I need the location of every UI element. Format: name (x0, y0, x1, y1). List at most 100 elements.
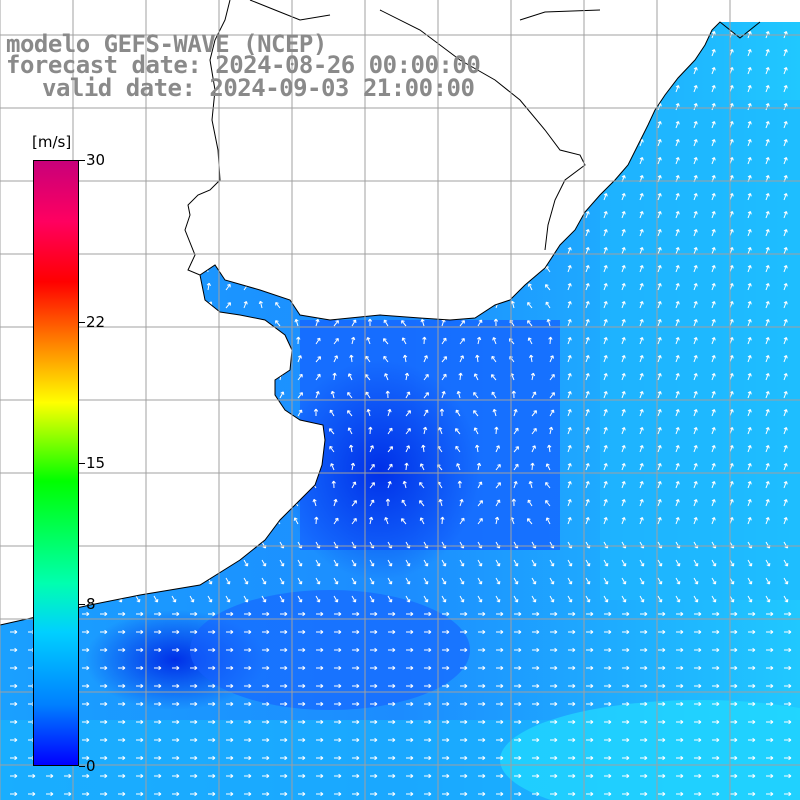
wind-vector (765, 481, 770, 489)
wind-vector (603, 229, 608, 237)
wind-vector (262, 773, 270, 779)
colorbar-tick-label: 0 (86, 757, 96, 775)
wind-vector (477, 517, 483, 525)
wind-vector (401, 320, 407, 327)
wind-vector (657, 229, 662, 237)
wind-vector (586, 755, 594, 761)
wind-vector (532, 755, 540, 761)
wind-vector (532, 773, 540, 779)
wind-vector (226, 737, 234, 743)
wind-vector (621, 391, 626, 399)
wind-vector (388, 701, 396, 707)
wind-vector (387, 446, 394, 453)
wind-vector (190, 755, 198, 761)
wind-vector (82, 791, 90, 797)
wind-vector (136, 611, 144, 617)
wind-vector (658, 791, 666, 797)
wind-vector (208, 719, 216, 725)
wind-vector (279, 559, 285, 567)
wind-vector (784, 755, 792, 761)
wind-vector (550, 791, 558, 797)
wind-vector (765, 445, 770, 453)
wind-vector (711, 577, 717, 585)
wind-vector (527, 283, 533, 291)
wind-vector (369, 445, 374, 453)
colorbar-tick-label: 22 (86, 312, 106, 331)
wind-vector (528, 480, 533, 489)
wind-vector (729, 595, 735, 603)
wind-vector (388, 737, 396, 743)
wind-vector (405, 427, 411, 435)
wind-vector (748, 629, 756, 635)
wind-vector (748, 701, 756, 707)
wind-vector (765, 463, 770, 471)
wind-vector (423, 426, 428, 435)
wind-vector (244, 755, 252, 761)
wind-vector (296, 336, 301, 345)
wind-vector (28, 773, 36, 779)
wind-vector (545, 284, 551, 291)
wind-vector (568, 773, 576, 779)
wind-vector (658, 665, 666, 671)
wind-vector (280, 737, 288, 743)
wind-vector (585, 499, 590, 507)
wind-vector (639, 409, 644, 417)
wind-vector (298, 665, 306, 671)
wind-vector (765, 499, 770, 507)
wind-vector (622, 719, 630, 725)
wind-vector (496, 665, 504, 671)
wind-vector (603, 373, 608, 381)
wind-vector (154, 647, 162, 653)
colorbar-tick-mark (79, 604, 85, 606)
wind-vector (747, 121, 752, 129)
wind-vector (603, 337, 608, 345)
wind-vector (604, 647, 612, 653)
wind-vector (459, 498, 464, 507)
wind-vector (244, 701, 252, 707)
wind-vector (694, 773, 702, 779)
wind-vector (424, 755, 432, 761)
wind-vector (586, 611, 594, 617)
wind-vector (531, 559, 537, 567)
wind-vector (401, 499, 407, 507)
wind-vector (766, 611, 774, 617)
wind-vector (496, 719, 504, 725)
wind-vector (639, 247, 644, 255)
wind-vector (585, 283, 590, 291)
wind-vector (154, 683, 162, 689)
wind-vector (297, 595, 303, 603)
wind-vector (441, 577, 447, 585)
wind-vector (549, 559, 555, 567)
wind-vector (639, 265, 644, 273)
wind-vector (639, 301, 644, 309)
wind-vector (568, 719, 576, 725)
wind-vector (473, 392, 479, 399)
wind-vector (370, 629, 378, 635)
wind-vector (640, 647, 648, 653)
colorbar-tick-mark (79, 321, 85, 323)
wind-vector (545, 517, 551, 525)
wind-vector (478, 701, 486, 707)
wind-vector (783, 577, 789, 585)
wind-vector (459, 337, 465, 345)
wind-vector (298, 737, 306, 743)
wind-vector (784, 719, 792, 725)
wind-vector (332, 372, 337, 381)
wind-vector (640, 683, 648, 689)
wind-vector (639, 157, 644, 165)
wind-vector (585, 301, 590, 309)
wind-vector (82, 647, 90, 653)
wind-vector (586, 683, 594, 689)
wind-vector (297, 373, 303, 381)
wind-vector (783, 373, 788, 381)
wind-vector (549, 577, 555, 585)
wind-vector (136, 665, 144, 671)
wind-vector (550, 773, 558, 779)
wind-vector (657, 337, 662, 345)
wind-vector (621, 301, 626, 309)
wind-vector (280, 791, 288, 797)
wind-vector (747, 229, 752, 237)
wind-vector (675, 319, 680, 327)
wind-vector (603, 319, 608, 327)
wind-vector (694, 629, 702, 635)
